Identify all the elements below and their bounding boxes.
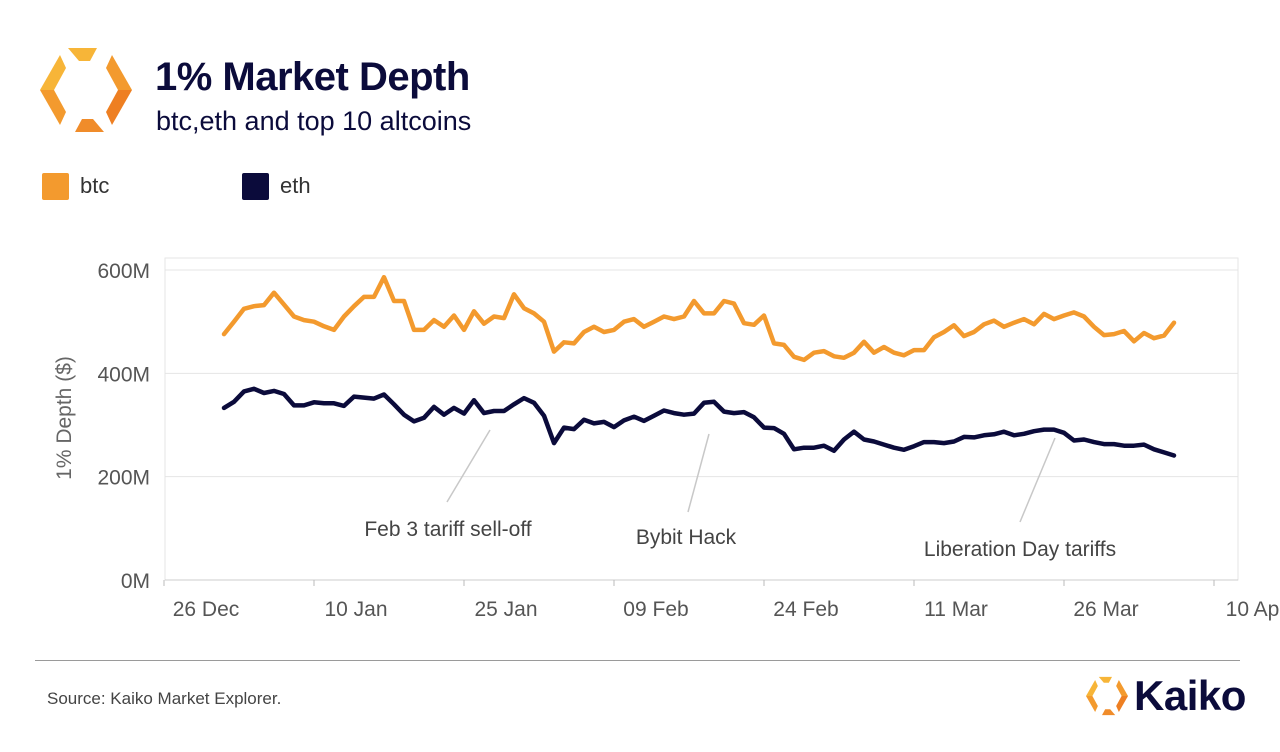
annotation-label: Feb 3 tariff sell-off (364, 518, 531, 541)
brand-name: Kaiko (1134, 672, 1246, 719)
brand-footer: Kaiko (1086, 672, 1246, 720)
source-note: Source: Kaiko Market Explorer. (47, 689, 282, 708)
kaiko-logo-icon (40, 48, 132, 132)
page-title: 1% Market Depth (155, 55, 470, 99)
annotation-leader (687, 433, 710, 513)
x-tick-label: 24 Feb (773, 598, 838, 621)
y-tick-label: 0M (121, 570, 150, 593)
legend-swatch-eth (242, 172, 269, 200)
market-depth-chart: 0M 200M 400M 600M 26 Dec 10 Jan 25 Jan 09 Feb 24… (53, 257, 1280, 621)
series-line-eth (221, 386, 1177, 458)
y-tick-label: 200M (97, 467, 150, 490)
legend-label-btc: btc (80, 173, 110, 198)
x-tick-label: 10 Jan (324, 598, 387, 621)
annotation-leader (1019, 437, 1056, 523)
series-line-btc (221, 274, 1177, 363)
legend-item-btc: btc (42, 171, 109, 201)
annotation-label: Bybit Hack (636, 526, 737, 549)
kaiko-small-logo-icon (1086, 676, 1128, 716)
footer-divider (35, 660, 1240, 661)
legend-item-eth: eth (242, 171, 311, 201)
page-subtitle: btc,eth and top 10 altcoins (156, 106, 472, 136)
x-tick-label: 26 Mar (1073, 598, 1138, 621)
y-axis-label: 1% Depth ($) (53, 356, 76, 480)
y-tick-label: 400M (97, 363, 150, 386)
x-tick-label: 26 Dec (173, 598, 240, 621)
y-tick-label: 600M (97, 260, 150, 283)
legend-label-eth: eth (280, 173, 311, 198)
x-tick-label: 09 Feb (623, 598, 688, 621)
x-tick-label: 25 Jan (474, 598, 537, 621)
annotation-label: Liberation Day tariffs (924, 538, 1116, 561)
annotation-leader (446, 429, 491, 503)
x-tick-label: 10 Apr (1226, 598, 1280, 621)
x-tick-label: 11 Mar (924, 598, 988, 621)
legend-swatch-btc (42, 172, 69, 200)
